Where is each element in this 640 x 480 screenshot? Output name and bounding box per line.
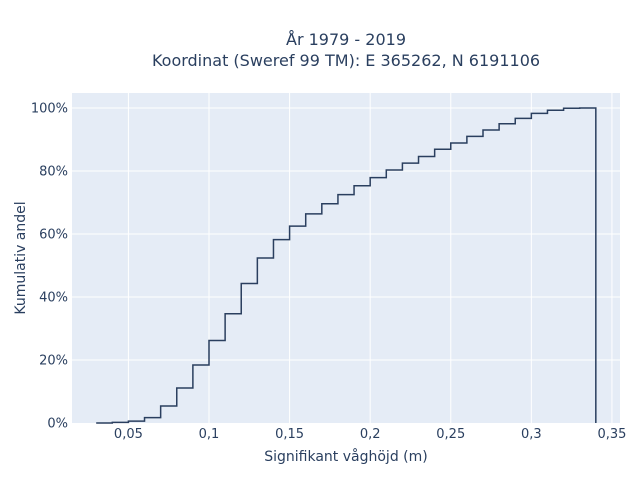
chart-title-line1: År 1979 - 2019 xyxy=(286,30,406,49)
chart-title-line2: Koordinat (Sweref 99 TM): E 365262, N 61… xyxy=(152,51,540,70)
x-tick-label: 0,2 xyxy=(360,427,381,442)
x-tick-label: 0,1 xyxy=(199,427,220,442)
y-tick-label: 100% xyxy=(31,102,68,117)
y-tick-label: 80% xyxy=(39,165,68,180)
x-tick-label: 0,15 xyxy=(275,427,304,442)
y-tick-label: 20% xyxy=(39,354,68,369)
x-tick-label: 0,3 xyxy=(521,427,542,442)
x-axis-title: Signifikant våghöjd (m) xyxy=(264,448,427,465)
x-tick-label: 0,35 xyxy=(597,427,626,442)
x-tick-label: 0,05 xyxy=(114,427,143,442)
tick-labels: 0,05 0,1 0,15 0,2 0,25 0,3 0,35 0% 20% 40% 60% 80% 1… xyxy=(31,102,627,443)
grid xyxy=(72,93,620,423)
y-axis-title: Kumulativ andel xyxy=(13,201,29,314)
series-layer xyxy=(96,107,597,424)
y-tick-label: 0% xyxy=(47,417,68,432)
y-tick-label: 60% xyxy=(39,228,68,243)
plot-area xyxy=(72,93,620,423)
series-line xyxy=(96,107,597,424)
x-tick-label: 0,25 xyxy=(436,427,465,442)
y-tick-label: 40% xyxy=(39,291,68,306)
